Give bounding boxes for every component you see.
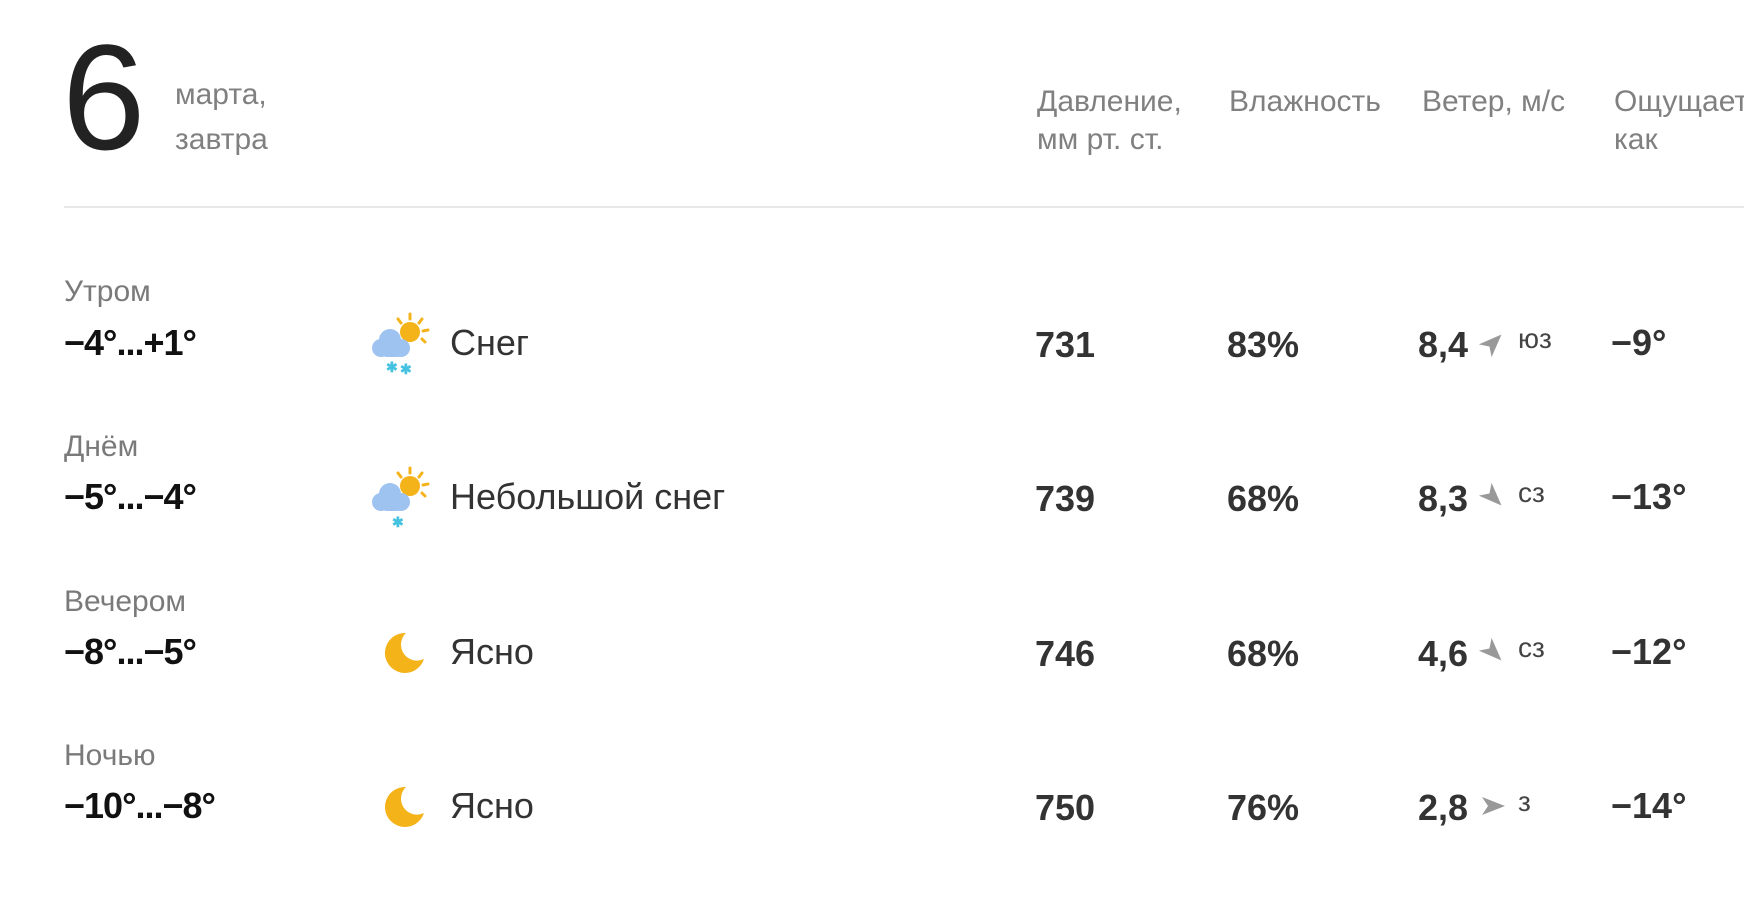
wind-speed-value: 8,4 — [1418, 324, 1469, 365]
time-of-day-label: Ночью — [64, 739, 156, 772]
header-pressure-line2: мм рт. ст. — [1037, 123, 1164, 156]
feels-like-value: −13° — [1611, 476, 1687, 517]
feels-like-value: −14° — [1611, 785, 1687, 826]
temperature-range: −10°...−8° — [64, 785, 216, 826]
moon-icon — [368, 773, 434, 839]
temperature-range: −5°...−4° — [64, 476, 197, 517]
wind-direction-arrow-icon — [1478, 637, 1508, 667]
humidity-value: 68% — [1227, 633, 1300, 674]
condition-text: Снег — [450, 322, 530, 363]
condition-text: Небольшой снег — [450, 476, 726, 517]
time-of-day-label: Днём — [64, 430, 139, 463]
relative-day-label: завтра — [175, 123, 268, 156]
humidity-value: 68% — [1227, 478, 1300, 519]
humidity-value: 76% — [1227, 787, 1300, 828]
temperature-range: −4°...+1° — [64, 322, 197, 363]
day-number: 6 — [62, 13, 145, 181]
header-wind: Ветер, м/с — [1422, 85, 1566, 118]
svg-text:✱: ✱ — [392, 514, 404, 530]
pressure-value: 739 — [1035, 478, 1096, 519]
wind-direction-arrow-icon — [1478, 482, 1508, 512]
time-of-day-label: Вечером — [64, 585, 187, 618]
feels-like-value: −12° — [1611, 631, 1687, 672]
header-pressure: Давление, мм рт. ст. — [1037, 83, 1182, 159]
condition-text: Ясно — [450, 785, 534, 826]
header-feels-line2: как — [1614, 123, 1658, 156]
wind-speed-value: 8,3 — [1418, 478, 1469, 519]
pressure-value: 746 — [1035, 633, 1096, 674]
divider — [64, 206, 1744, 208]
wind-direction-arrow-icon — [1478, 328, 1508, 358]
feels-like-value: −9° — [1611, 322, 1667, 363]
month-label: марта, — [175, 78, 267, 111]
wind-direction-arrow-icon — [1478, 791, 1508, 821]
time-of-day-label: Утром — [64, 275, 151, 308]
wind-direction-label: сз — [1518, 477, 1545, 508]
moon-icon — [368, 619, 434, 685]
wind-direction-label: сз — [1518, 632, 1545, 663]
wind-direction-label: з — [1518, 786, 1531, 817]
svg-text:✱: ✱ — [386, 359, 398, 375]
wind-direction-label: юз — [1518, 323, 1552, 354]
pressure-value: 731 — [1035, 324, 1096, 365]
humidity-value: 83% — [1227, 324, 1300, 365]
partly-cloudy-light-snow-icon: ✱ — [368, 464, 434, 530]
temperature-range: −8°...−5° — [64, 631, 197, 672]
header-pressure-line1: Давление, — [1037, 85, 1182, 118]
pressure-value: 750 — [1035, 787, 1096, 828]
partly-cloudy-snow-icon: ✱ ✱ — [368, 310, 434, 377]
wind-speed-value: 4,6 — [1418, 633, 1469, 674]
header-feels-like: Ощущается как — [1614, 83, 1744, 159]
condition-text: Ясно — [450, 631, 534, 672]
wind-speed-value: 2,8 — [1418, 787, 1469, 828]
header-feels-line1: Ощущается — [1614, 85, 1744, 118]
header-humidity: Влажность — [1229, 85, 1381, 118]
svg-text:✱: ✱ — [400, 361, 412, 376]
